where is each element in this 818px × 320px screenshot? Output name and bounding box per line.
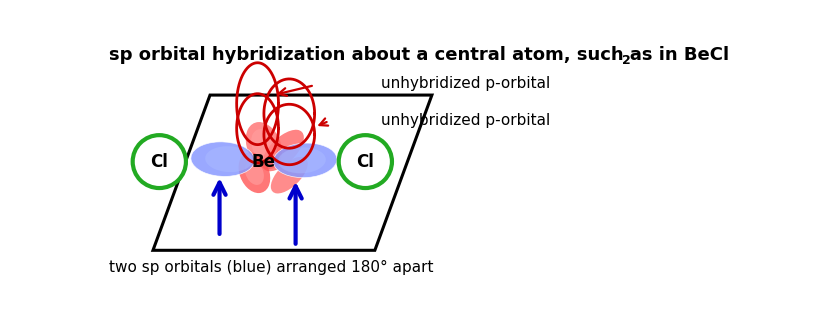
Ellipse shape bbox=[191, 142, 254, 176]
Text: Cl: Cl bbox=[357, 153, 375, 171]
Text: Be: Be bbox=[252, 153, 276, 171]
Ellipse shape bbox=[273, 143, 337, 178]
Ellipse shape bbox=[205, 146, 253, 172]
Ellipse shape bbox=[245, 122, 282, 169]
Ellipse shape bbox=[271, 157, 308, 194]
Text: unhybridized p-orbital: unhybridized p-orbital bbox=[381, 114, 551, 128]
Ellipse shape bbox=[239, 152, 270, 193]
Text: sp orbital hybridization about a central atom, such as in BeCl: sp orbital hybridization about a central… bbox=[109, 46, 730, 64]
Text: two sp orbitals (blue) arranged 180° apart: two sp orbitals (blue) arranged 180° apa… bbox=[109, 260, 433, 275]
Text: Cl: Cl bbox=[151, 153, 169, 171]
Text: 2: 2 bbox=[622, 54, 631, 68]
Ellipse shape bbox=[262, 130, 303, 171]
Ellipse shape bbox=[278, 148, 326, 173]
Text: unhybridized p-orbital: unhybridized p-orbital bbox=[381, 76, 551, 92]
Ellipse shape bbox=[251, 129, 276, 162]
Ellipse shape bbox=[339, 135, 392, 188]
Ellipse shape bbox=[245, 160, 264, 185]
Ellipse shape bbox=[133, 135, 186, 188]
